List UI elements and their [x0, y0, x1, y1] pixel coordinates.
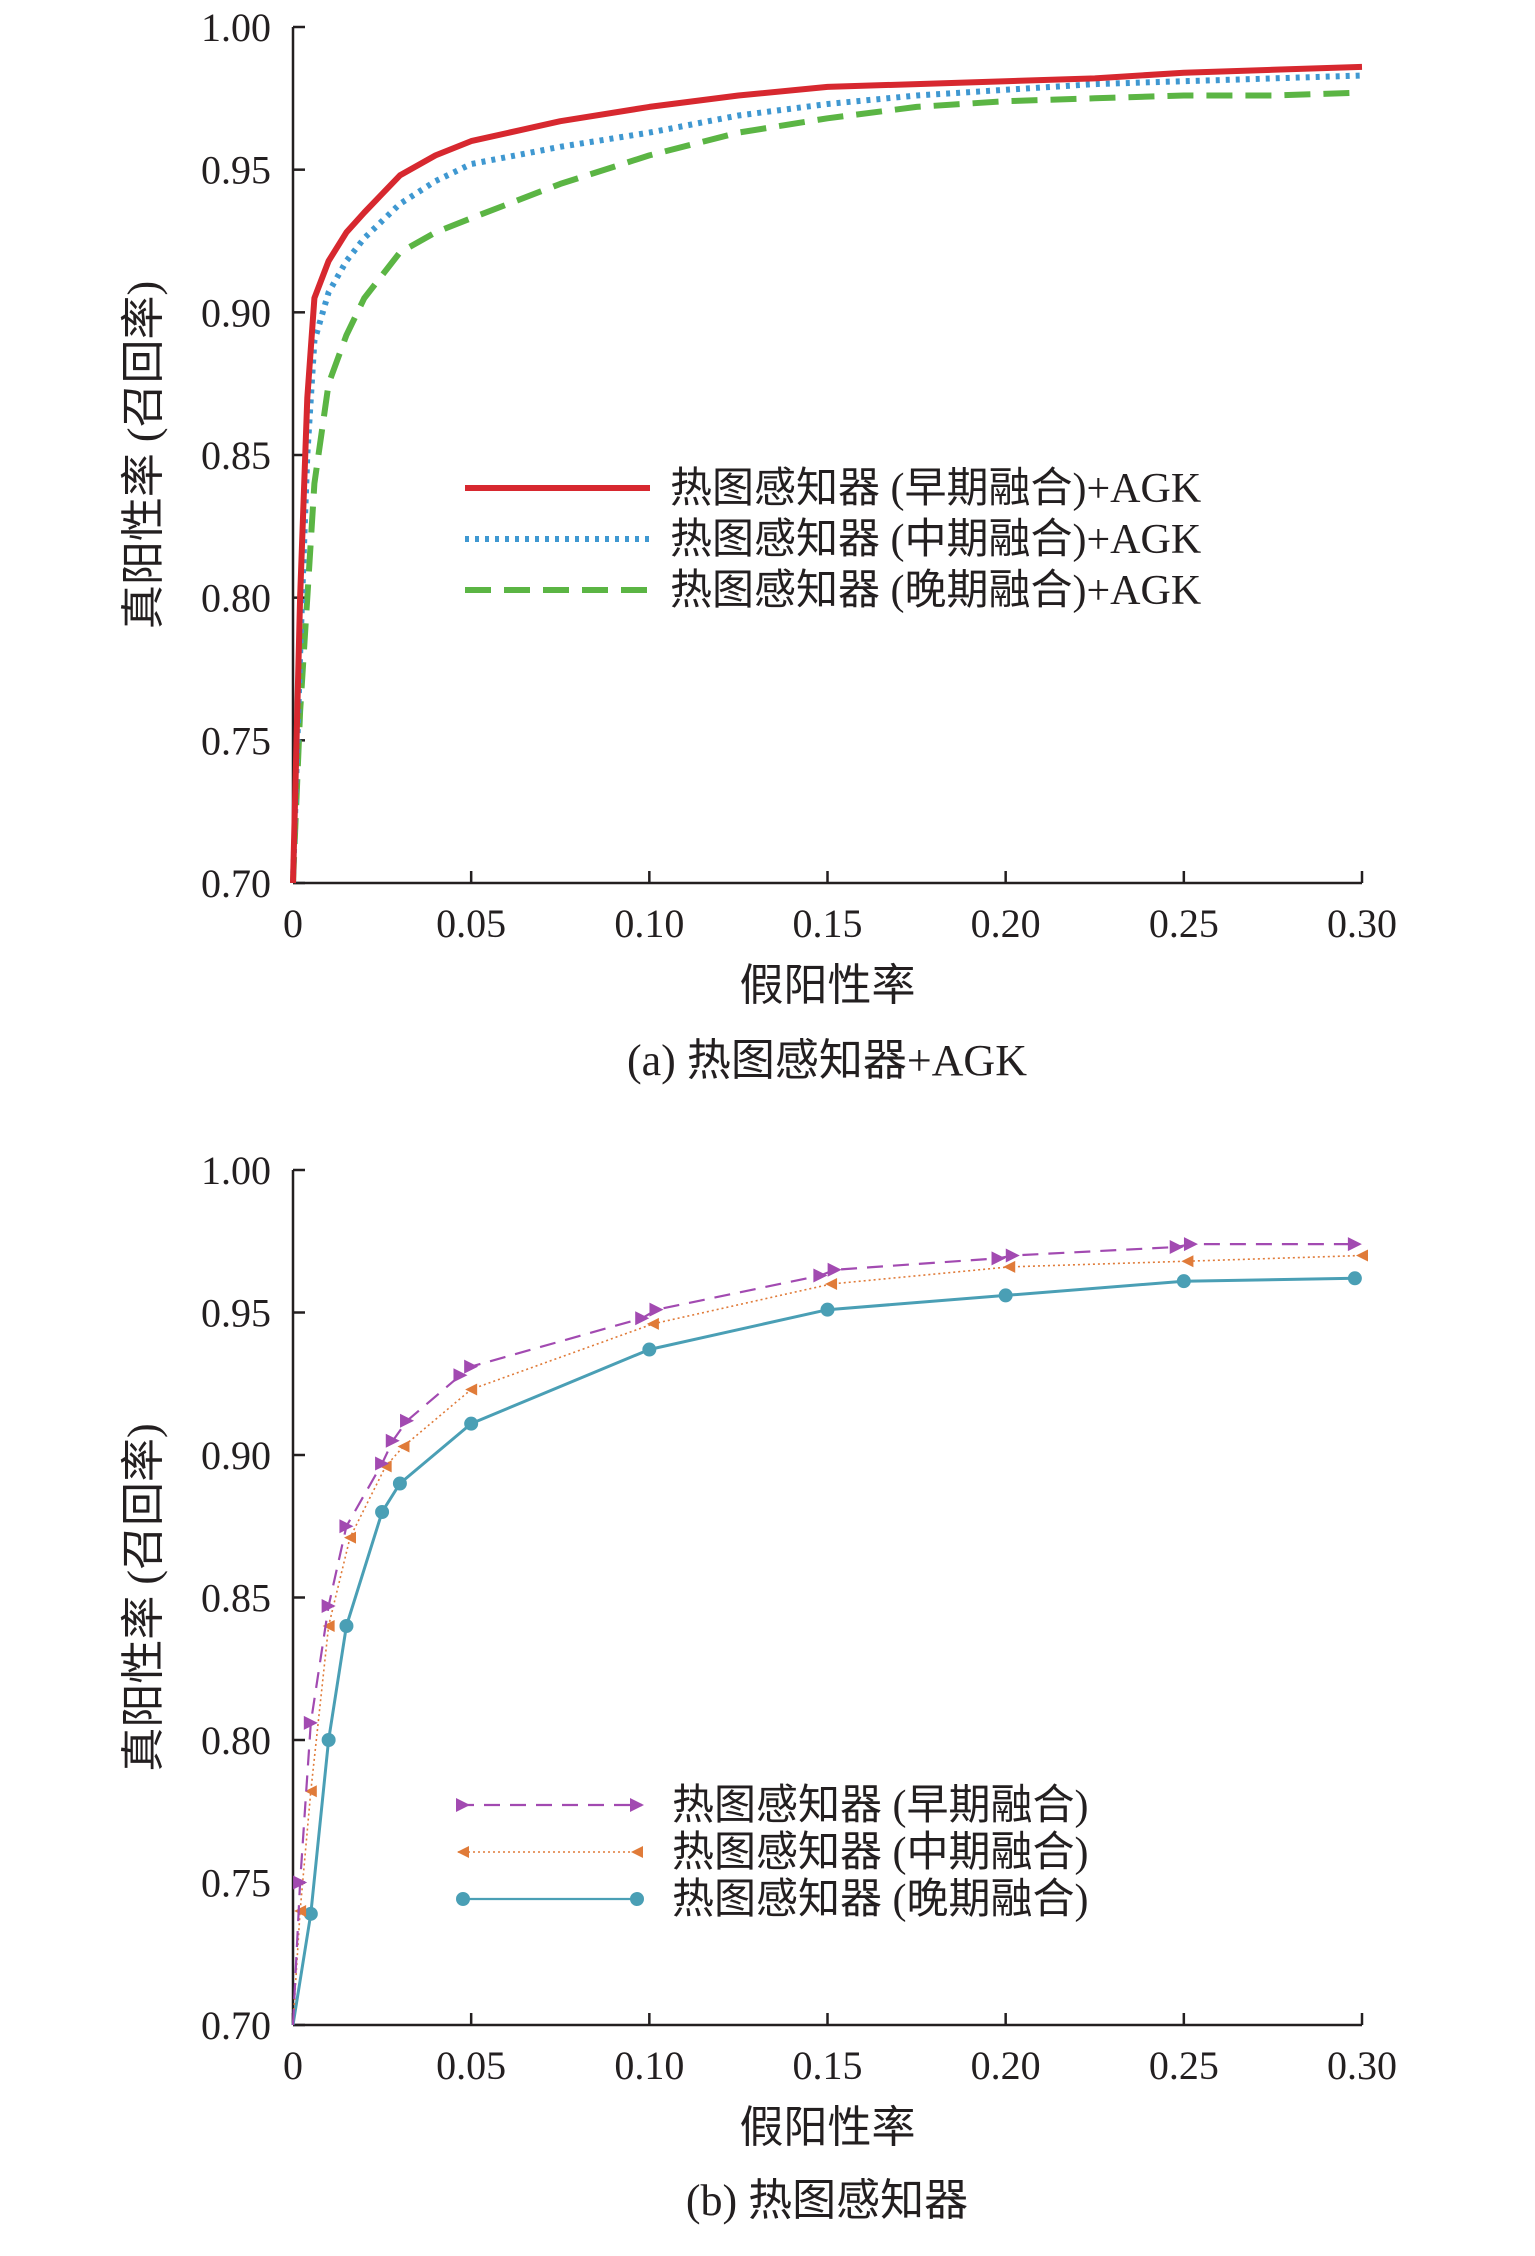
x-tick-label: 0.20 [971, 2043, 1041, 2088]
y-tick-label: 0.90 [201, 290, 271, 335]
series-1-marker [400, 1413, 415, 1428]
legend-marker-1 [630, 1798, 644, 1812]
x-tick-label: 0.10 [614, 901, 684, 946]
series-2-marker [465, 1383, 478, 1396]
series-2-marker [646, 1317, 659, 1330]
series-2-marker [304, 1785, 317, 1798]
legend-label-1: 热图感知器 (早期融合) [672, 1783, 1088, 1829]
y-tick-label: 0.80 [201, 1718, 271, 1763]
series-2-marker [825, 1278, 838, 1290]
series-1-marker [385, 1433, 400, 1448]
series-2-marker [1356, 1249, 1368, 1262]
series-3-marker [392, 1476, 407, 1491]
series-1-marker [1347, 1237, 1362, 1252]
x-tick-label: 0.05 [436, 901, 506, 946]
legend: 热图感知器 (早期融合)热图感知器 (中期融合)热图感知器 (晚期融合) [456, 1783, 1088, 1923]
x-axis-label: 假阳性率 [740, 961, 916, 1010]
x-tick-label: 0.30 [1327, 901, 1397, 946]
series-1-marker [991, 1251, 1006, 1266]
x-tick-label: 0 [283, 2043, 303, 2088]
series-1-marker [303, 1715, 318, 1730]
x-tick-label: 0.30 [1327, 2043, 1397, 2088]
series-3-marker [339, 1619, 354, 1633]
y-tick-label: 1.00 [201, 1148, 271, 1193]
legend: 热图感知器 (早期融合)+AGK 热图感知器 (中期融合)+AGK 热图感知器 (晚… [465, 466, 1201, 614]
y-axis-label: 真阳性率 (召回率) [119, 1423, 168, 1771]
y-tick-label: 1.00 [201, 5, 271, 50]
series-line-1 [290, 63, 1363, 884]
legend-marker-2 [631, 1846, 643, 1858]
x-tick-label: 0.20 [971, 901, 1041, 946]
legend-marker-1 [456, 1798, 470, 1812]
series-line-2 [290, 72, 1363, 884]
chart-panel-a: 0.70 0.75 0.80 0.85 0.90 0.95 1.00 0 0.05 0.10 0.1… [119, 5, 1397, 1085]
series-3-marker [1347, 1271, 1362, 1286]
legend-marker-3 [630, 1892, 644, 1906]
series-2-marker [1003, 1260, 1016, 1273]
y-tick-label: 0.75 [201, 1861, 271, 1906]
x-tick-label: 0.10 [614, 2043, 684, 2088]
x-tick-label: 0.15 [793, 901, 863, 946]
y-tick-label: 0.70 [201, 861, 271, 906]
series-1-marker [375, 1456, 390, 1471]
series-1-marker [339, 1519, 354, 1534]
legend-label-2: 热图感知器 (中期融合)+AGK [670, 517, 1201, 563]
series-1-marker [635, 1311, 650, 1326]
series-2-marker [344, 1531, 357, 1544]
legend-label-3: 热图感知器 (晚期融合) [672, 1877, 1088, 1923]
series-3-marker [820, 1302, 835, 1317]
series-3-marker [375, 1505, 390, 1519]
series-1-marker [827, 1262, 842, 1277]
series-1-marker [813, 1268, 828, 1283]
legend-label-2: 热图感知器 (中期融合) [672, 1830, 1088, 1876]
chart-caption: (a) 热图感知器+AGK [627, 1036, 1027, 1085]
y-tick-label: 0.90 [201, 1433, 271, 1478]
series-1-marker [1169, 1239, 1184, 1254]
series-2-marker [294, 1905, 307, 1917]
x-tick-label: 0 [283, 901, 303, 946]
x-tick-label: 0.15 [793, 2043, 863, 2088]
series-2-marker [322, 1620, 335, 1632]
x-tick-label: 0.25 [1149, 2043, 1219, 2088]
series-1-marker [293, 1875, 308, 1890]
series-3-marker [998, 1288, 1013, 1303]
series-3-marker [642, 1342, 657, 1357]
x-tick-label: 0.05 [436, 2043, 506, 2088]
y-tick-label: 0.85 [201, 1576, 271, 1621]
series-3-marker [303, 1906, 318, 1921]
x-tick-label: 0.25 [1149, 901, 1219, 946]
series-1-marker [1183, 1237, 1198, 1252]
series-2-marker [397, 1440, 410, 1453]
legend-label-3: 热图感知器 (晚期融合)+AGK [670, 568, 1201, 614]
y-tick-label: 0.70 [201, 2003, 271, 2048]
series-1-marker [321, 1599, 336, 1614]
series-3-marker [321, 1733, 336, 1747]
series-line-3 [291, 1276, 1355, 2026]
legend-marker-3 [456, 1892, 470, 1906]
series-1-marker [649, 1302, 664, 1317]
chart-caption: (b) 热图感知器 [686, 2176, 968, 2225]
y-tick-label: 0.75 [201, 718, 271, 763]
series-1-marker [1005, 1248, 1020, 1263]
legend-marker-2 [457, 1846, 469, 1858]
y-axis-label: 真阳性率 (召回率) [119, 281, 168, 629]
series-1-marker [453, 1368, 468, 1383]
legend-label-1: 热图感知器 (早期融合)+AGK [670, 466, 1201, 512]
x-axis-label: 假阳性率 [740, 2103, 916, 2152]
series-3-marker [464, 1416, 479, 1431]
y-tick-label: 0.95 [201, 148, 271, 193]
series-2-marker [1181, 1255, 1194, 1268]
chart-panel-b: 0.70 0.75 0.80 0.85 0.90 0.95 1.00 0 0.05 0.10 0.1… [119, 1148, 1397, 2225]
series-1-marker [464, 1359, 479, 1374]
y-tick-label: 0.80 [201, 576, 271, 621]
series-3-marker [1176, 1274, 1191, 1289]
y-tick-label: 0.85 [201, 433, 271, 478]
y-tick-label: 0.95 [201, 1291, 271, 1336]
